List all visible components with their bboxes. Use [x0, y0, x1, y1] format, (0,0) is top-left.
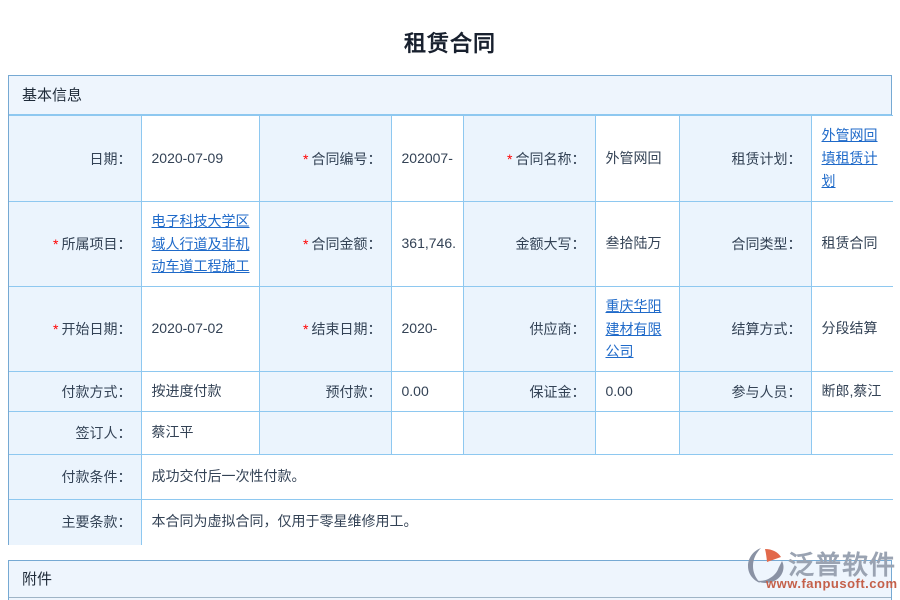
field-participants-label: 参与人员：: [678, 371, 812, 412]
required-asterisk: *: [53, 321, 59, 337]
field-amount-words-label: 金额大写：: [462, 201, 596, 287]
fanpu-brand-name: 泛普软件: [788, 550, 897, 580]
field-signer-label: 签订人：: [9, 411, 142, 455]
empty-value-cell: [390, 411, 464, 455]
empty-value-cell: [594, 411, 680, 455]
basic-info-header: 基本信息: [9, 76, 891, 115]
field-project-label: * 所属项目：: [9, 201, 142, 287]
field-date-label: 日期：: [9, 115, 142, 202]
field-contract-no-value: 202007-: [390, 115, 464, 202]
field-amount-words-value: 叁拾陆万: [594, 201, 680, 287]
attachments-panel: 附件: [8, 560, 892, 600]
basic-info-table: 日期： 2020-07-09 * 合同编号： 202007- * 合同名称： 外管网…: [9, 115, 893, 545]
empty-label-cell: [678, 411, 812, 455]
field-contract-name-label: * 合同名称：: [462, 115, 596, 202]
field-settlement-value: 分段结算: [810, 286, 893, 372]
field-project-value: 电子科技大学区域人行道及非机动车道工程施工: [140, 201, 260, 287]
field-advance-value: 0.00: [390, 371, 464, 412]
field-contract-type-label: 合同类型：: [678, 201, 812, 287]
field-payment-terms-label: 付款条件：: [9, 454, 142, 500]
field-main-clauses-label: 主要条款：: [9, 499, 142, 545]
empty-label-cell: [258, 411, 392, 455]
field-lease-plan-label: 租赁计划：: [678, 115, 812, 202]
required-asterisk: *: [303, 321, 309, 337]
field-payment-method-label: 付款方式：: [9, 371, 142, 412]
field-end-date-label: * 结束日期：: [258, 286, 392, 372]
field-main-clauses-value: 本合同为虚拟合同，仅用于零星维修用工。: [140, 499, 893, 545]
field-payment-method-value: 按进度付款: [140, 371, 260, 412]
field-supplier-value: 重庆华阳建材有限公司: [594, 286, 680, 372]
field-payment-terms-value: 成功交付后一次性付款。: [140, 454, 893, 500]
required-asterisk: *: [303, 150, 309, 167]
field-date-value: 2020-07-09: [140, 115, 260, 202]
required-asterisk: *: [53, 236, 59, 252]
field-deposit-value: 0.00: [594, 371, 680, 412]
field-signer-value: 蔡江平: [140, 411, 260, 455]
empty-value-cell: [810, 411, 893, 455]
field-contract-name-value: 外管网回: [594, 115, 680, 202]
field-lease-plan-value: 外管网回填租赁计划: [810, 115, 893, 202]
lease-plan-link[interactable]: 外管网回填租赁计划: [821, 127, 878, 189]
page-title: 租赁合同: [403, 31, 496, 56]
required-asterisk: *: [507, 150, 513, 167]
field-start-date-value: 2020-07-02: [140, 286, 260, 372]
field-start-date-label: * 开始日期：: [9, 286, 142, 372]
field-amount-value: 361,746.: [390, 201, 464, 287]
field-amount-label: * 合同金额：: [258, 201, 392, 287]
fanpu-logo-icon: [748, 548, 784, 583]
attachments-header: 附件: [9, 561, 891, 598]
required-asterisk: *: [303, 236, 309, 252]
field-advance-label: 预付款：: [258, 371, 392, 412]
empty-label-cell: [462, 411, 596, 455]
field-participants-value: 断郎,蔡江: [810, 371, 893, 412]
field-supplier-label: 供应商：: [462, 286, 596, 372]
field-contract-type-value: 租赁合同: [810, 201, 893, 287]
supplier-link[interactable]: 重庆华阳建材有限公司: [605, 297, 662, 360]
fanpu-brand-url: www.fanpusoft.com: [766, 576, 898, 591]
basic-info-panel: 基本信息 日期： 2020-07-09 * 合同编号： 202007- * 合同名称…: [8, 75, 893, 545]
field-deposit-label: 保证金：: [462, 371, 596, 412]
fanpu-logo: 泛普软件 www.fanpusoft.com: [746, 545, 898, 597]
field-contract-no-label: * 合同编号：: [258, 115, 392, 202]
field-end-date-value: 2020-: [390, 286, 464, 372]
field-settlement-label: 结算方式：: [678, 286, 812, 372]
project-link[interactable]: 电子科技大学区域人行道及非机动车道工程施工: [151, 212, 250, 275]
